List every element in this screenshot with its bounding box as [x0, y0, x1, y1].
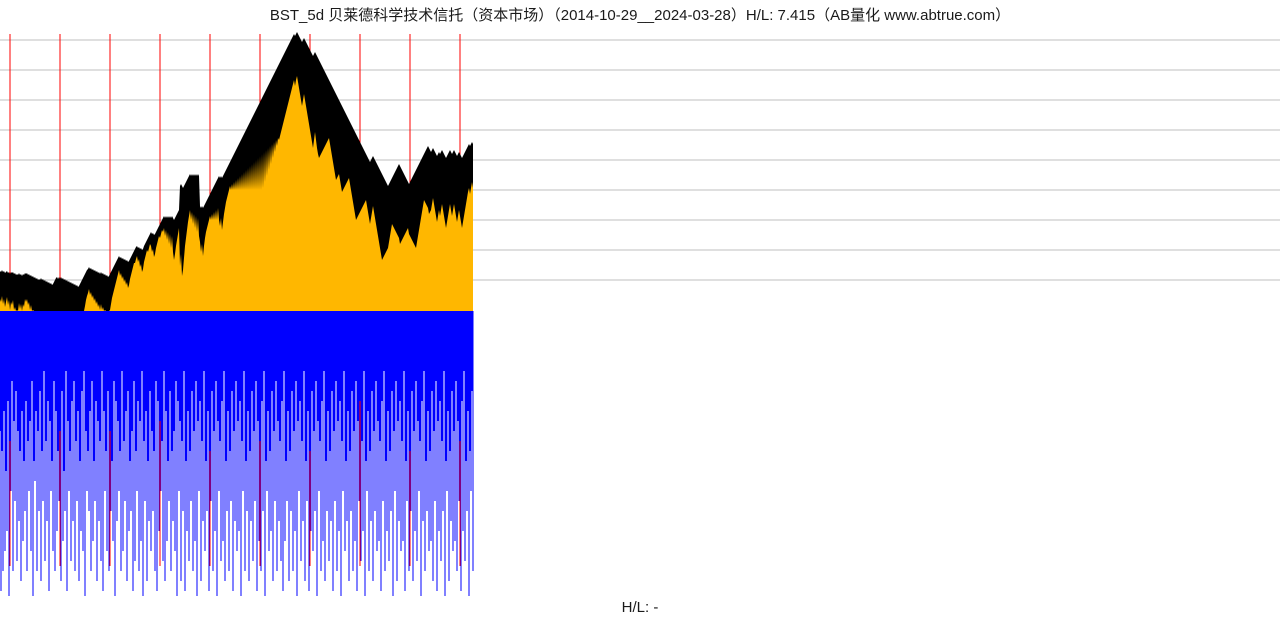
chart-title: BST_5d 贝莱德科学技术信托（资本市场）（2014-10-29__2024-…: [0, 0, 1280, 26]
chart-area: [0, 26, 1280, 596]
chart-svg: [0, 26, 1280, 596]
chart-footer: H/L: -: [0, 596, 1280, 620]
